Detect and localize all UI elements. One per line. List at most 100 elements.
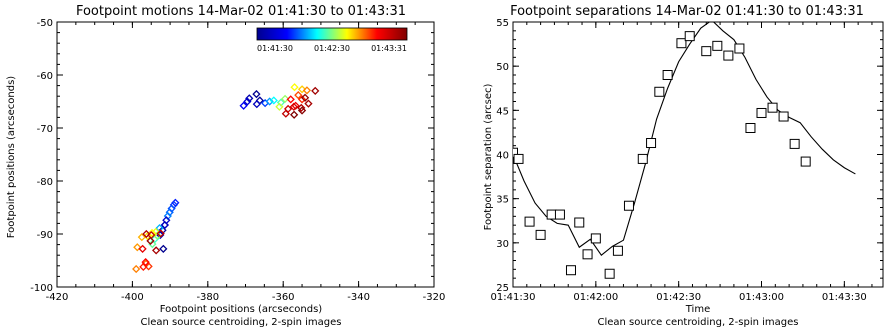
separation-marker — [800, 156, 811, 167]
left-plot-frame — [56, 21, 435, 288]
right-y-tick-label: 25 — [496, 283, 509, 294]
right-chart-title: Footpoint separations 14-Mar-02 01:41:30… — [510, 4, 864, 19]
separation-marker — [778, 111, 789, 122]
left-y-tick-label: -100 — [30, 283, 53, 294]
footpoint-marker — [294, 91, 303, 100]
left-x-tick-label: -320 — [423, 292, 446, 303]
separation-marker — [565, 265, 576, 276]
colorbar-label: 01:41:30 — [257, 44, 293, 53]
left-x-tick-label: -340 — [347, 292, 370, 303]
separation-marker — [767, 102, 778, 113]
separation-marker — [535, 229, 546, 240]
separation-marker — [676, 38, 687, 49]
footpoint-marker — [275, 102, 284, 111]
footpoint-marker — [156, 229, 165, 238]
separation-marker — [590, 233, 601, 244]
left-x-tick-label: -420 — [46, 292, 69, 303]
footpoint-marker — [142, 229, 151, 239]
footpoint-marker — [290, 110, 299, 119]
footpoint-marker — [252, 89, 261, 99]
separation-marker — [582, 249, 593, 260]
left-chart-title: Footpoint motions 14-Mar-02 01:41:30 to … — [76, 4, 406, 19]
footpoint-marker — [302, 86, 312, 95]
footpoint-marker — [152, 246, 161, 255]
right-x-tick-label: 01:43:00 — [739, 292, 784, 303]
separation-marker — [712, 40, 723, 51]
left-x-axis-label: Footpoint positions (arcseconds) — [160, 304, 323, 315]
footpoint-marker — [289, 102, 298, 111]
footpoint-marker — [133, 243, 142, 252]
separation-marker — [513, 147, 518, 158]
footpoint-marker — [300, 93, 310, 102]
footpoint-marker — [297, 85, 307, 94]
right-x-tick-label: 01:41:30 — [491, 292, 536, 303]
footpoint-marker — [269, 96, 278, 105]
left-subtitle: Clean source centroiding, 2-spin images — [141, 317, 342, 328]
separation-marker — [734, 43, 745, 54]
separation-marker — [745, 123, 756, 133]
separation-marker — [789, 138, 800, 149]
left-x-tick-label: -360 — [272, 292, 295, 303]
separation-marker — [524, 216, 535, 227]
separation-marker — [662, 70, 673, 80]
right-y-tick-label: 35 — [496, 195, 509, 206]
footpoint-marker — [146, 236, 155, 246]
left-plot: -420 -400 -380 -360 -340 -320 -100 -90 -80 -70 -60… — [30, 18, 445, 303]
footpoint-marker — [297, 106, 307, 115]
separation-marker — [701, 46, 712, 57]
footpoint-marker — [245, 94, 254, 103]
right-x-axis-label: Time — [685, 304, 710, 315]
right-y-tick-label: 50 — [496, 62, 509, 73]
right-x-tick-label: 01:42:30 — [656, 292, 701, 303]
separation-marker — [623, 200, 634, 211]
right-y-tick-label: 40 — [496, 151, 509, 162]
left-x-tick-label: -380 — [196, 292, 219, 303]
right-subtitle: Clean source centroiding, 2-spin images — [598, 317, 799, 328]
footpoint-marker — [138, 244, 147, 253]
footpoint-marker — [290, 83, 299, 92]
right-y-tick-label: 45 — [496, 106, 509, 117]
right-x-tick-label: 01:42:00 — [573, 292, 618, 303]
separation-marker — [612, 245, 623, 256]
separation-smooth-line — [513, 22, 856, 256]
footpoint-marker — [239, 101, 248, 110]
footpoint-marker — [243, 97, 252, 106]
left-x-tick-label: -400 — [121, 292, 144, 303]
right-plot: 01:41:30 01:42:00 01:42:30 01:43:00 01:43:30… — [491, 18, 884, 303]
right-x-tick-label: 01:43:30 — [822, 292, 867, 303]
separation-marker — [646, 138, 657, 149]
left-y-tick-label: -80 — [37, 177, 53, 188]
colorbar-label: 01:42:30 — [314, 44, 350, 53]
footpoint-marker — [297, 95, 307, 104]
footpoint-marker — [143, 232, 152, 241]
footpoint-marker — [297, 103, 306, 112]
footpoint-marker — [159, 244, 168, 253]
footpoint-marker — [280, 94, 290, 103]
left-y-tick-label: -50 — [37, 18, 53, 29]
right-y-tick-label: 30 — [496, 239, 509, 250]
footpoint-marker — [265, 97, 274, 106]
footpoint-marker — [160, 220, 169, 230]
separation-marker — [546, 209, 557, 220]
left-y-tick-label: -90 — [37, 230, 53, 241]
separation-marker — [554, 209, 565, 220]
separation-marker — [604, 268, 615, 279]
separation-marker — [723, 50, 734, 61]
footpoint-marker — [281, 109, 290, 118]
footpoint-marker — [304, 99, 313, 108]
footpoint-marker — [141, 257, 150, 267]
separation-marker — [756, 107, 767, 118]
colorbar — [256, 27, 408, 41]
left-y-tick-label: -70 — [37, 124, 53, 135]
right-y-tick-label: 55 — [496, 18, 509, 29]
right-y-axis-label: Footpoint separation (arcsec) — [483, 83, 494, 230]
left-y-axis-label: Footpoint positions (arcseconds) — [6, 76, 17, 239]
separation-marker — [513, 153, 524, 164]
footpoint-marker — [286, 95, 295, 104]
separation-marker — [654, 86, 665, 97]
footpoint-marker — [147, 228, 157, 238]
right-plot-data — [513, 22, 856, 279]
footpoint-marker — [137, 233, 146, 242]
